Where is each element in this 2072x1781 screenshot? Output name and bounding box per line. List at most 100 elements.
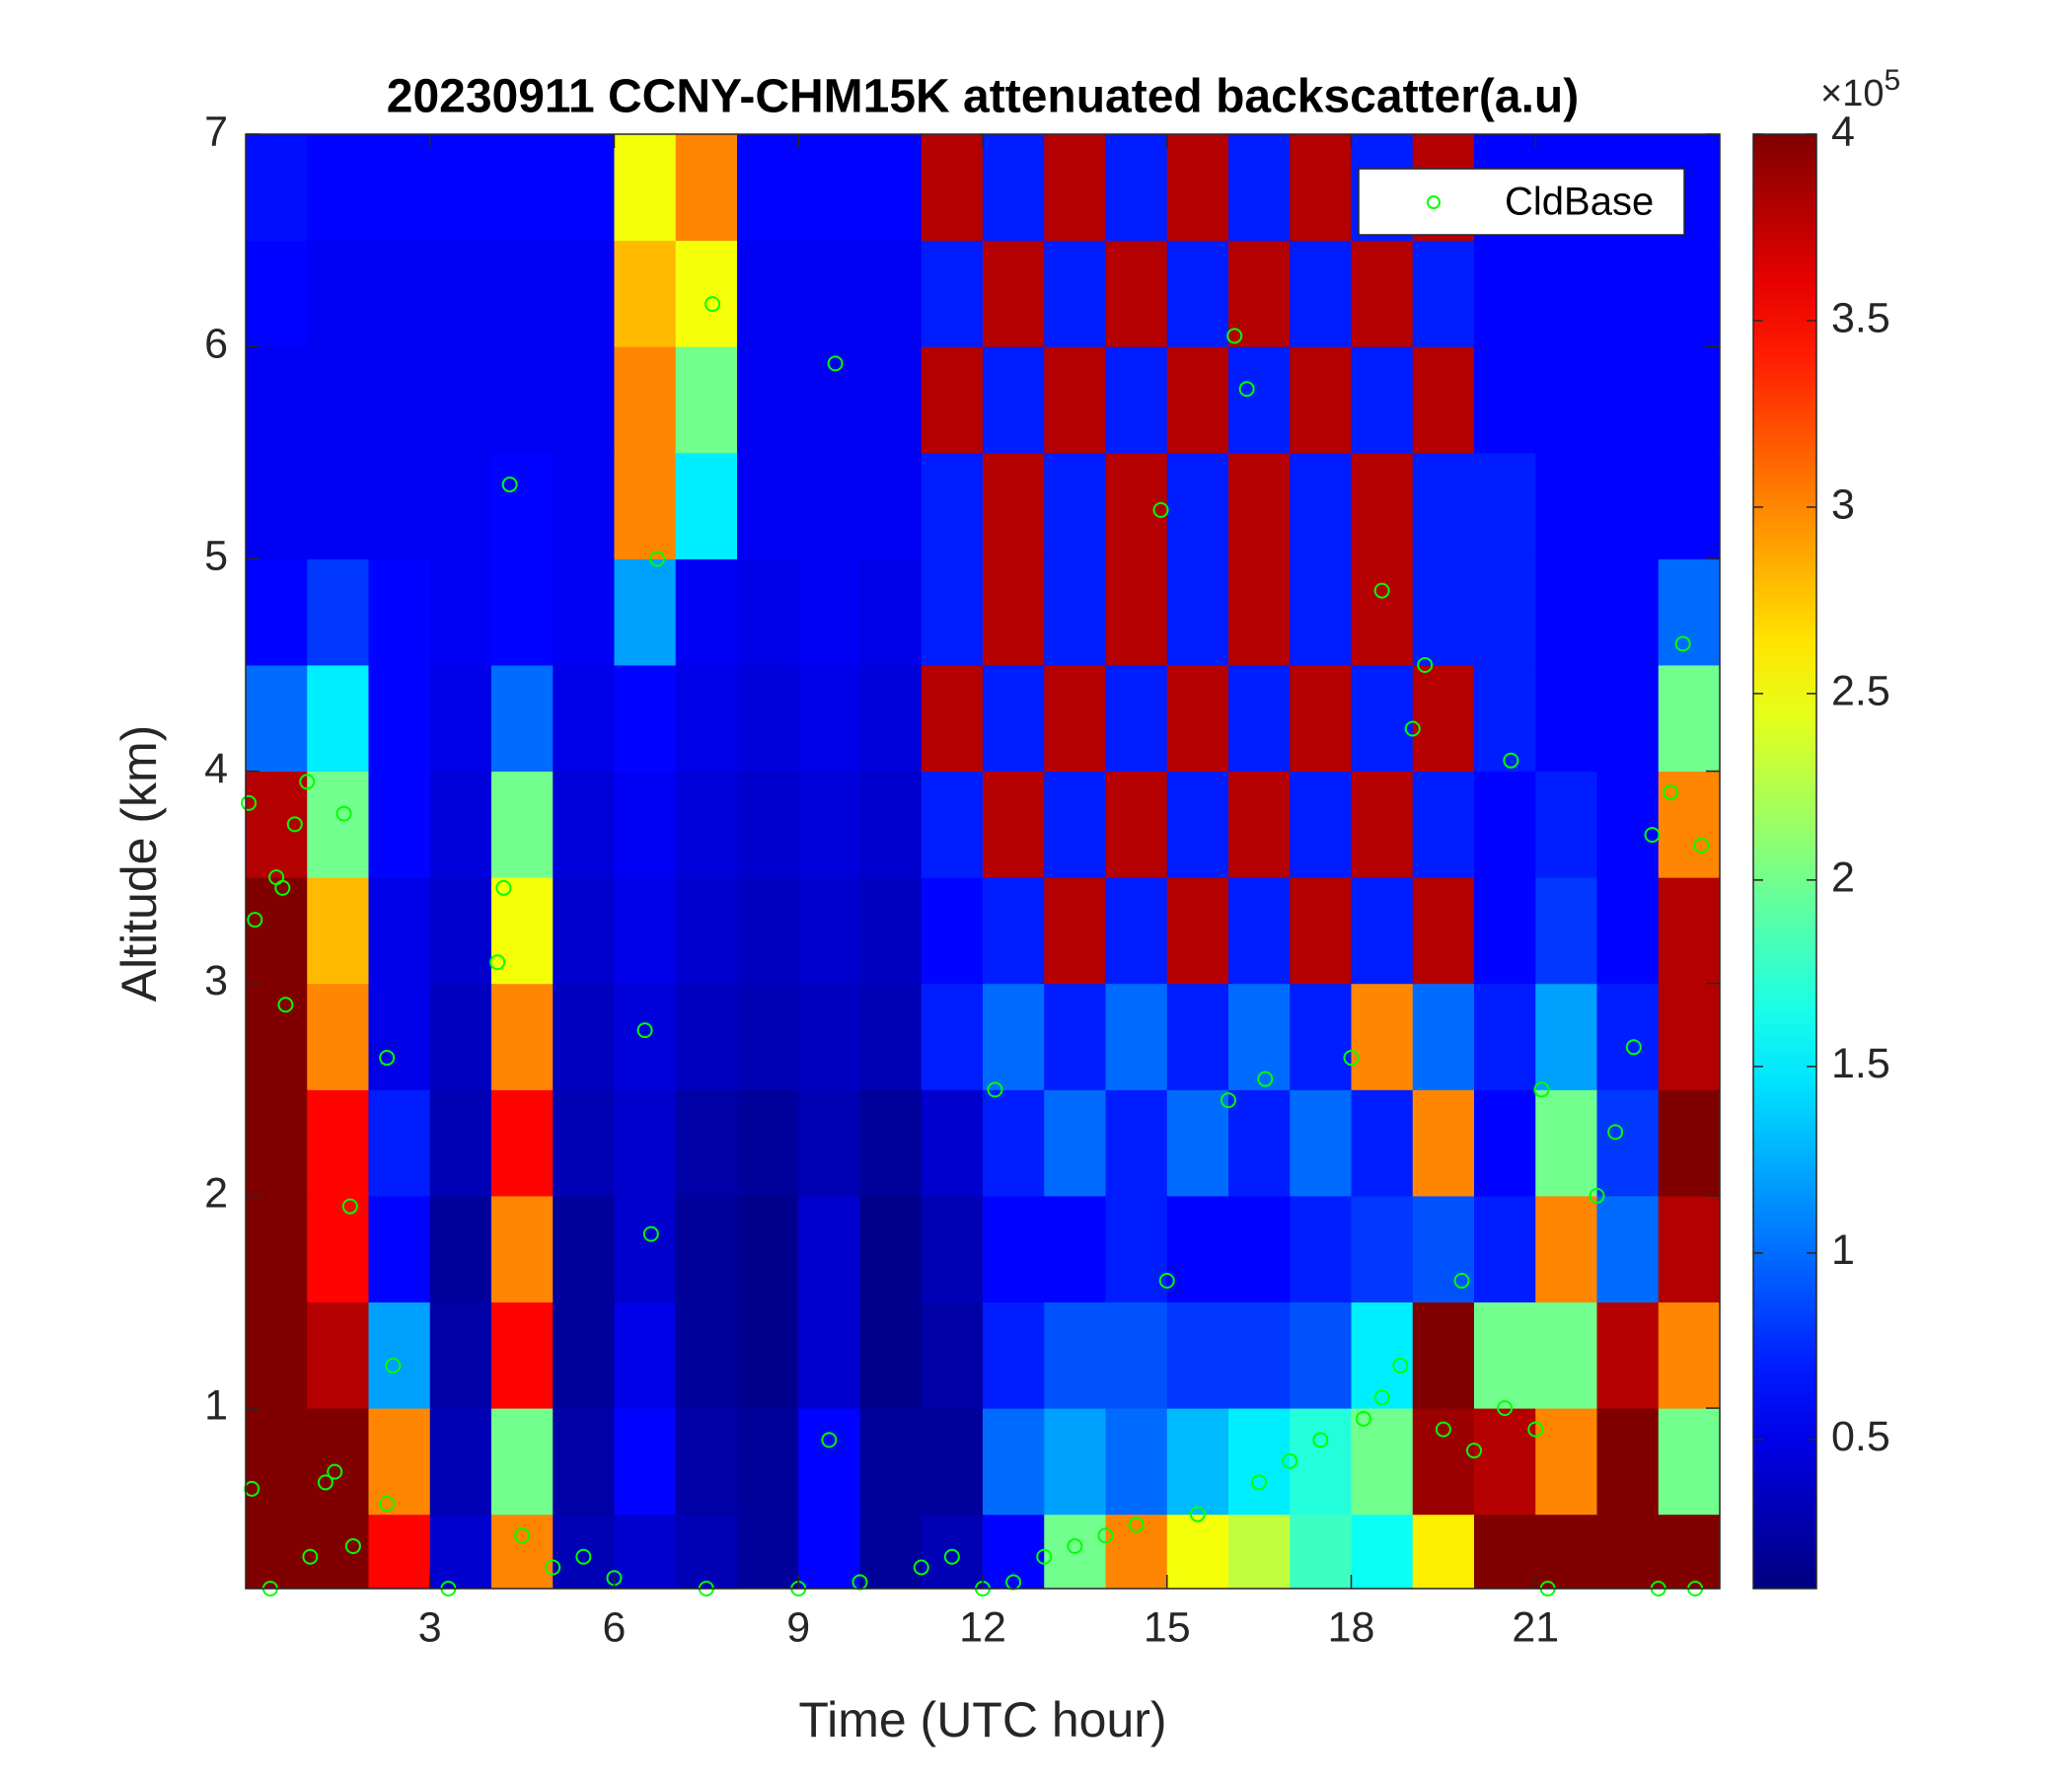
heatmap-cell xyxy=(737,1408,799,1516)
heatmap-cell xyxy=(737,983,799,1090)
heatmap-cell xyxy=(553,983,615,1090)
heatmap-cell xyxy=(1044,771,1106,878)
heatmap-cell xyxy=(983,1301,1045,1409)
x-tick-label: 6 xyxy=(603,1603,627,1651)
cloud-base-point xyxy=(277,997,294,1013)
heatmap-cell xyxy=(1412,1195,1475,1303)
heatmap-cell xyxy=(859,134,923,242)
y-tick-label: 5 xyxy=(204,533,228,580)
heatmap-cell xyxy=(614,240,677,347)
heatmap-cell xyxy=(1596,771,1660,878)
heatmap-cell xyxy=(983,877,1045,985)
heatmap-cell xyxy=(491,452,554,559)
cloud-base-point xyxy=(545,1559,561,1576)
cloud-base-point xyxy=(1404,720,1421,737)
cloud-base-point xyxy=(987,1081,1003,1098)
heatmap-cell xyxy=(368,346,431,454)
heatmap-cell xyxy=(1658,1301,1720,1409)
heatmap-cell xyxy=(246,452,308,559)
y-tick-label: 6 xyxy=(204,321,228,368)
heatmap-cell xyxy=(1596,1514,1660,1589)
heatmap-cell xyxy=(1535,1089,1597,1197)
heatmap-cell xyxy=(921,664,984,773)
heatmap-cell xyxy=(1290,1089,1352,1197)
cloud-base-point xyxy=(385,1358,402,1374)
cloud-base-point xyxy=(495,879,512,896)
heatmap-cell xyxy=(1228,983,1291,1090)
heatmap-cell xyxy=(1228,1301,1291,1409)
heatmap-cell xyxy=(553,558,615,666)
heatmap-cell xyxy=(246,240,308,347)
heatmap-cell xyxy=(921,1514,984,1589)
cloud-base-point xyxy=(1067,1537,1083,1554)
heatmap-cell xyxy=(921,558,984,666)
heatmap-cell xyxy=(246,558,308,666)
heatmap-cell xyxy=(368,664,431,773)
heatmap-cell xyxy=(1351,1301,1414,1409)
heatmap-cell xyxy=(675,1089,738,1197)
heatmap-cell xyxy=(1166,134,1229,242)
cloud-base-point xyxy=(1693,837,1710,853)
cloud-base-point xyxy=(1589,1187,1605,1204)
heatmap-cell xyxy=(246,1195,308,1303)
heatmap-cell xyxy=(1228,346,1291,454)
heatmap-cell xyxy=(1105,558,1168,666)
heatmap-cell xyxy=(1412,771,1475,878)
heatmap-cell xyxy=(368,240,431,347)
cloud-base-point xyxy=(286,816,303,833)
cloud-base-point xyxy=(514,1527,531,1544)
heatmap-cell xyxy=(1105,1514,1168,1589)
heatmap-cell xyxy=(1412,1514,1475,1589)
heatmap-cell xyxy=(307,1195,369,1303)
cloud-base-point xyxy=(1497,1400,1514,1417)
heatmap-cell xyxy=(1535,452,1597,559)
heatmap-cell xyxy=(368,1408,431,1516)
heatmap-cell xyxy=(1044,1301,1106,1409)
heatmap-cell xyxy=(307,1089,369,1197)
heatmap-cell xyxy=(859,1301,923,1409)
heatmap-cell xyxy=(1166,983,1229,1090)
heatmap-cell xyxy=(1228,771,1291,878)
heatmap-cell xyxy=(368,1514,431,1589)
heatmap-cell xyxy=(1412,983,1475,1090)
heatmap-cell xyxy=(1105,771,1168,878)
heatmap-cell xyxy=(1228,1195,1291,1303)
heatmap-cell xyxy=(1596,346,1660,454)
heatmap-cell xyxy=(859,771,923,878)
heatmap-cell xyxy=(798,1089,860,1197)
heatmap-cell xyxy=(307,1514,369,1589)
cloud-base-point xyxy=(704,296,721,313)
heatmap-cell xyxy=(1351,1195,1414,1303)
heatmap-cell xyxy=(675,664,738,773)
heatmap-cell xyxy=(368,134,431,242)
heatmap-cell xyxy=(921,134,984,242)
heatmap-cell xyxy=(798,1514,860,1589)
heatmap-cell xyxy=(675,134,738,242)
heatmap-cell xyxy=(1290,558,1352,666)
cloud-base-point xyxy=(1251,1474,1268,1491)
heatmap-cell xyxy=(553,1089,615,1197)
heatmap-cell xyxy=(429,1195,492,1303)
cloud-base-point xyxy=(1152,501,1169,518)
heatmap-cell xyxy=(921,1408,984,1516)
heatmap-cell xyxy=(1044,983,1106,1090)
heatmap-cell xyxy=(429,346,492,454)
cloud-base-point xyxy=(274,879,291,896)
heatmap-cell xyxy=(675,452,738,559)
heatmap-cell xyxy=(1658,664,1720,773)
cloud-base-point xyxy=(1392,1358,1409,1374)
heatmap-cell xyxy=(1166,664,1229,773)
heatmap-cell xyxy=(1044,346,1106,454)
x-tick-label: 18 xyxy=(1328,1603,1375,1651)
heatmap-cell xyxy=(1474,983,1536,1090)
heatmap-cell xyxy=(1351,346,1414,454)
colorbar-tick-label: 0.5 xyxy=(1831,1413,1890,1460)
cloud-base-point xyxy=(1257,1071,1274,1087)
heatmap-cell xyxy=(1596,1195,1660,1303)
heatmap-cell xyxy=(1290,664,1352,773)
heatmap-cell xyxy=(307,1408,369,1516)
cloud-base-point xyxy=(501,477,518,493)
heatmap-cell xyxy=(553,134,615,242)
heatmap-cell xyxy=(921,240,984,347)
heatmap-cell xyxy=(859,1195,923,1303)
